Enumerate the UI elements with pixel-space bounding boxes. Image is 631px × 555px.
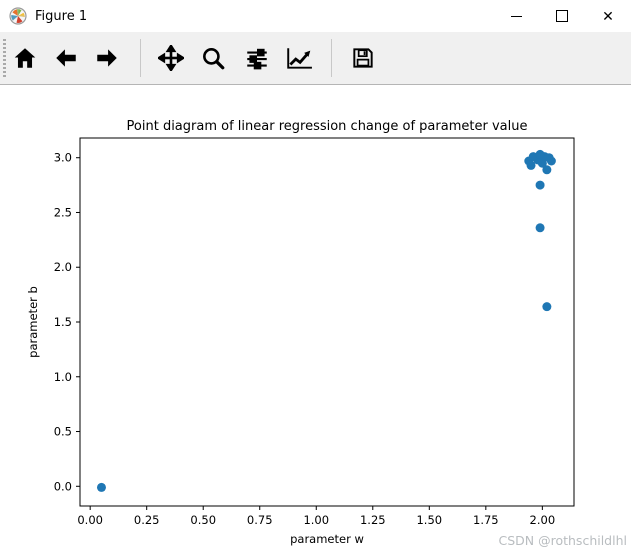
scatter-point xyxy=(528,152,538,162)
back-arrow-icon xyxy=(56,49,76,67)
x-tick-label: 0.25 xyxy=(134,513,160,527)
magnifier-icon xyxy=(203,48,225,70)
x-tick-label: 0.50 xyxy=(190,513,216,527)
line-chart-icon xyxy=(287,48,312,69)
y-tick-label: 2.5 xyxy=(54,205,72,219)
y-tick-label: 0.0 xyxy=(54,479,72,493)
y-tick-label: 1.0 xyxy=(54,370,72,384)
close-icon: ✕ xyxy=(602,8,614,24)
y-tick-label: 3.0 xyxy=(54,151,72,165)
save-button[interactable] xyxy=(346,39,380,77)
save-floppy-icon xyxy=(353,48,373,68)
back-button[interactable] xyxy=(49,39,83,77)
toolbar-separator xyxy=(140,39,141,77)
axes-box xyxy=(79,137,575,507)
x-axis-label: parameter w xyxy=(290,532,364,546)
scatter-point xyxy=(535,149,545,159)
scatter-point xyxy=(535,180,545,190)
y-axis-label: parameter b xyxy=(26,286,40,358)
x-tick-label: 2.00 xyxy=(530,513,556,527)
toolbar-grip-handle[interactable] xyxy=(3,39,6,77)
scatter-points-layer xyxy=(96,149,556,492)
x-tick-label: 1.25 xyxy=(360,513,386,527)
scatter-point xyxy=(546,156,556,166)
forward-arrow-icon xyxy=(97,49,117,67)
x-tick-label: 1.00 xyxy=(303,513,329,527)
scatter-point xyxy=(542,302,552,312)
x-tick-label: 1.50 xyxy=(416,513,442,527)
edit-parameters-button[interactable] xyxy=(282,39,316,77)
y-axis-ticks: 0.0 0.5 1.0 1.5 2.0 2.5 3.0 xyxy=(54,151,80,493)
matplotlib-logo-icon xyxy=(9,7,27,25)
scatter-point xyxy=(96,482,106,492)
home-icon xyxy=(14,48,36,68)
close-button[interactable]: ✕ xyxy=(585,0,631,32)
title-bar: Figure 1 ✕ xyxy=(0,0,631,32)
maximize-button[interactable] xyxy=(539,0,585,32)
toolbar-separator xyxy=(331,39,332,77)
x-tick-label: 1.75 xyxy=(473,513,499,527)
watermark: CSDN @rothschildlhl xyxy=(498,533,627,548)
y-tick-label: 2.0 xyxy=(54,260,72,274)
pan-button[interactable] xyxy=(154,39,188,77)
navigation-toolbar xyxy=(0,32,631,85)
minimize-icon xyxy=(510,15,522,17)
figure-canvas[interactable]: Point diagram of linear regression chang… xyxy=(0,85,631,555)
x-tick-label: 0.75 xyxy=(247,513,273,527)
configure-subplots-button[interactable] xyxy=(240,39,274,77)
scatter-point xyxy=(535,223,545,233)
forward-button[interactable] xyxy=(90,39,124,77)
y-tick-label: 1.5 xyxy=(54,315,72,329)
window-title: Figure 1 xyxy=(35,8,88,24)
minimize-button[interactable] xyxy=(493,0,539,32)
maximize-icon xyxy=(556,10,568,22)
scatter-point xyxy=(542,165,552,175)
home-button[interactable] xyxy=(8,39,42,77)
zoom-rect-button[interactable] xyxy=(196,39,230,77)
sliders-icon xyxy=(247,48,267,70)
chart-title: Point diagram of linear regression chang… xyxy=(127,119,528,134)
x-axis-ticks: 0.00 0.25 0.50 0.75 1.00 1.25 1.50 1.75 2.00 xyxy=(77,506,555,527)
y-tick-label: 0.5 xyxy=(54,425,72,439)
pan-move-icon xyxy=(158,45,184,71)
x-tick-label: 0.00 xyxy=(77,513,103,527)
